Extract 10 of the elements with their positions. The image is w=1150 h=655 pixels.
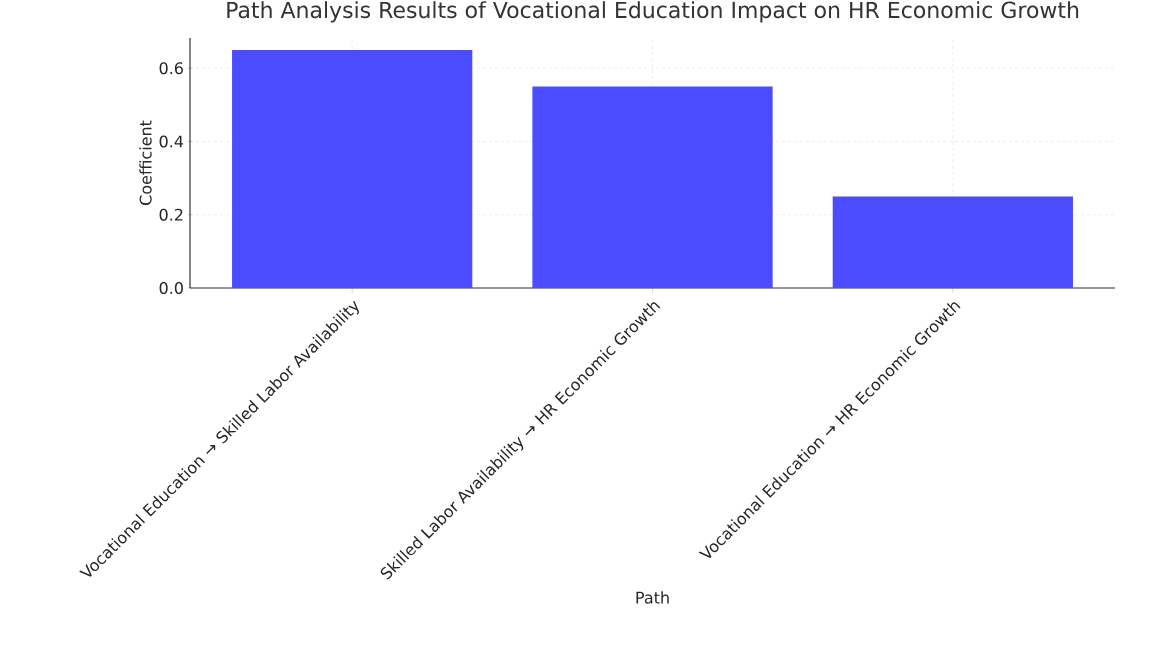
y-axis-title: Coefficient [139,120,152,205]
y-tick-label: 0.4 [159,135,184,148]
bar [832,196,1073,288]
bar [232,49,473,288]
y-tick-label: 0.6 [159,62,183,75]
x-axis-title: Path [636,591,669,604]
chart-title: Path Analysis Results of Vocational Education Impact on HR Economic Growth [227,1,1079,23]
bar [532,86,773,288]
y-tick-label: 0.2 [159,208,183,221]
y-tick-label: 0.0 [159,281,183,295]
